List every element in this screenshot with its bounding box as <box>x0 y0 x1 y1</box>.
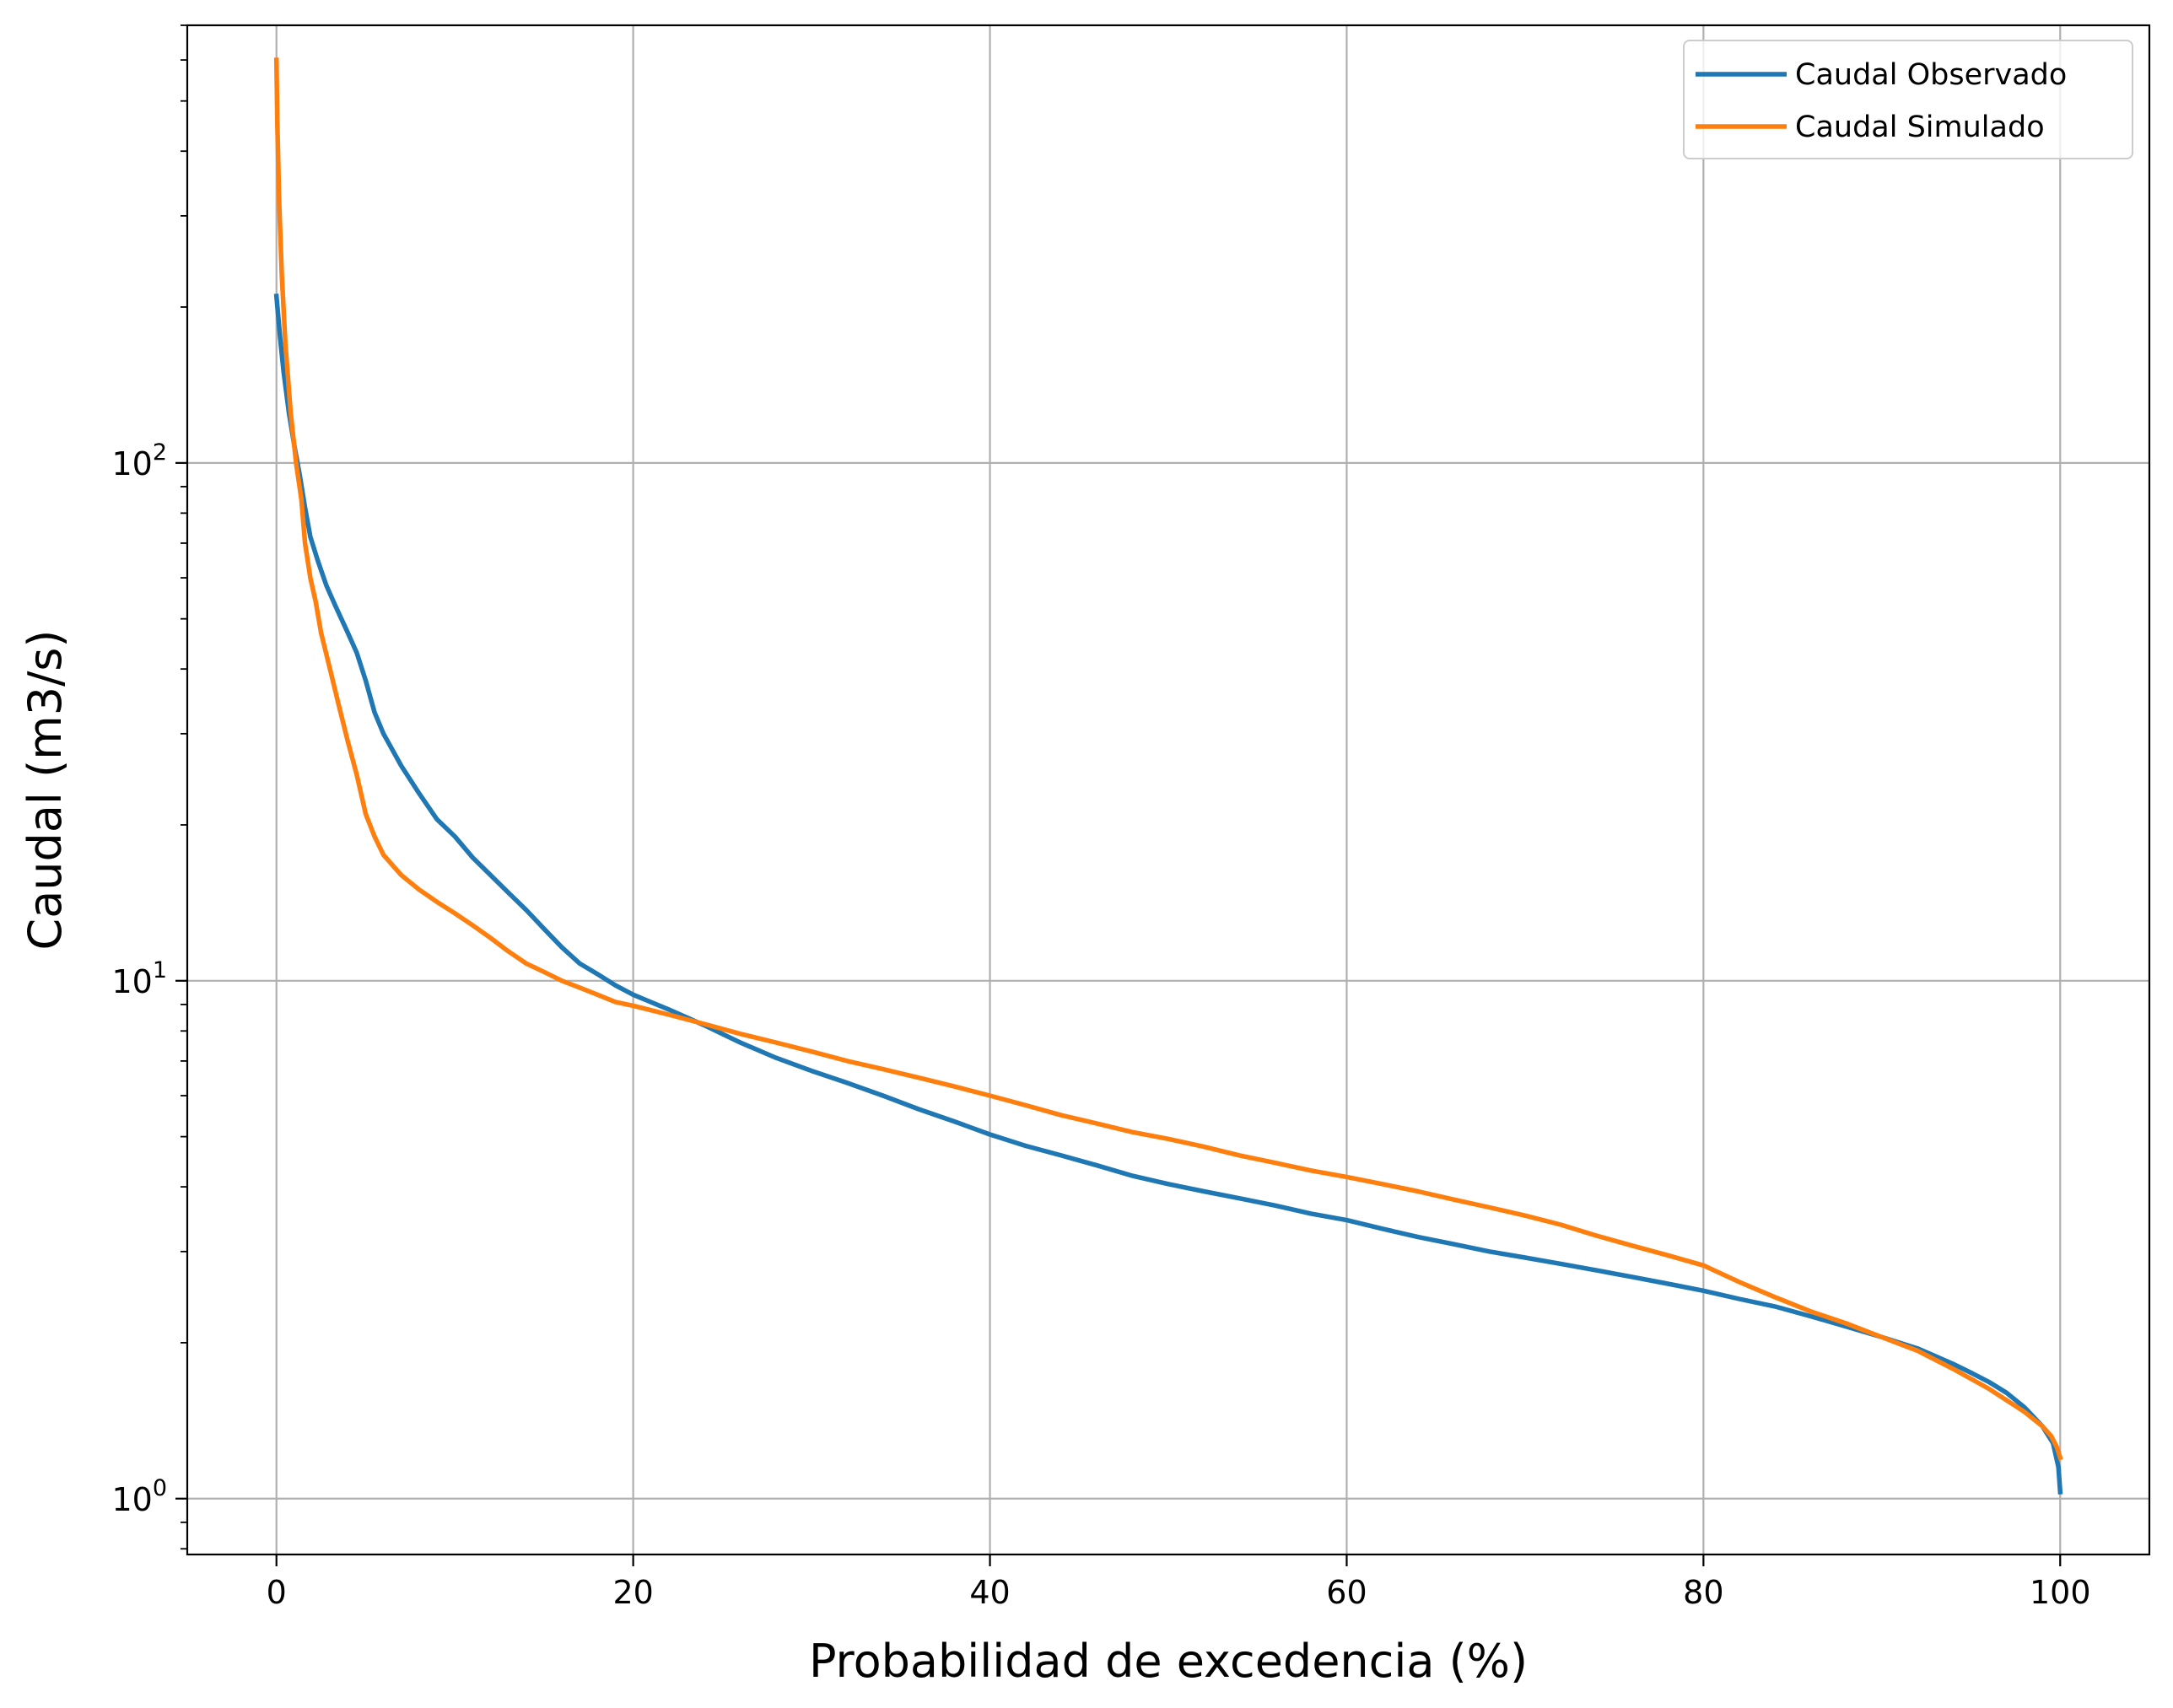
series-layer <box>273 57 2063 1495</box>
x-tick-label: 80 <box>1683 1574 1723 1611</box>
series-line-observado <box>273 294 2063 1495</box>
x-tick-label: 0 <box>267 1574 287 1611</box>
y-tick-label: 102 <box>111 439 167 482</box>
legend-box <box>1683 40 2133 159</box>
legend-label: Caudal Simulado <box>1795 110 2045 144</box>
x-axis-label: Probabilidad de excedencia (%) <box>809 1635 1528 1688</box>
legend: Caudal Observado Caudal Simulado <box>1683 40 2133 159</box>
axis-ticks: 0 20 40 60 80 100 100 101 102 <box>111 24 2091 1611</box>
series-line-simulado <box>273 57 2063 1461</box>
x-tick-label: 40 <box>969 1574 1010 1611</box>
grid-lines <box>187 25 2149 1554</box>
y-axis-label: Caudal (m3/s) <box>19 630 72 951</box>
y-tick-label: 101 <box>111 957 167 1000</box>
legend-label: Caudal Observado <box>1795 58 2067 92</box>
x-tick-label: 60 <box>1326 1574 1367 1611</box>
y-tick-label: 100 <box>111 1475 167 1518</box>
x-tick-label: 100 <box>2030 1574 2091 1611</box>
plot-frame <box>186 24 2151 1556</box>
x-tick-label: 20 <box>612 1574 653 1611</box>
